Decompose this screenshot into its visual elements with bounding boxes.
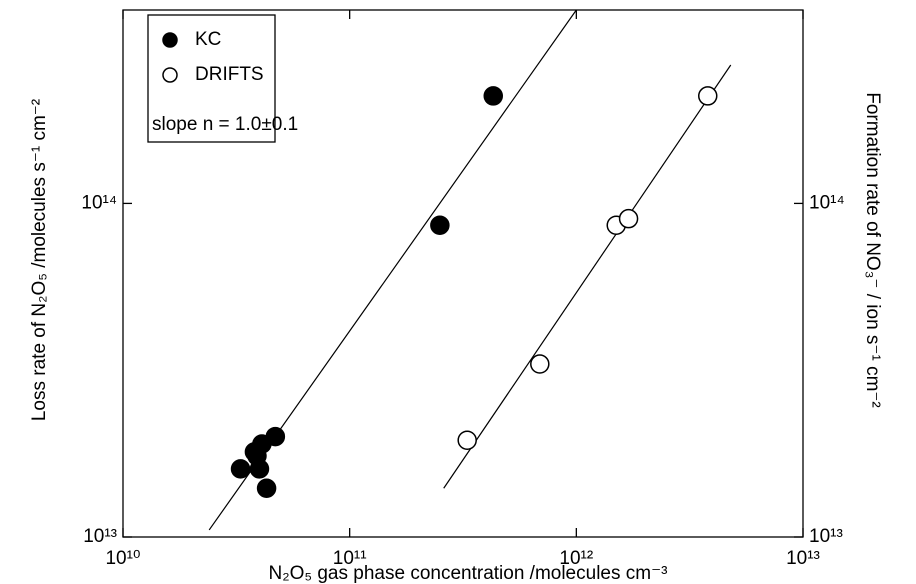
data-point (698, 86, 718, 106)
annotation: slope n = 1.0±0.1 (152, 114, 298, 135)
legend-label: DRIFTS (195, 64, 264, 85)
x-tick-label: 10¹³ (786, 548, 820, 569)
y2-tick-label: 10¹⁴ (809, 192, 845, 213)
data-point (618, 208, 639, 229)
y-tick-label: 10¹⁴ (81, 192, 117, 213)
x-tick-label: 10¹⁰ (105, 548, 140, 569)
fit-line (443, 64, 732, 489)
y2-tick-label: 10¹³ (809, 526, 843, 547)
x-tick-label: 10¹¹ (333, 548, 367, 569)
data-point (265, 426, 286, 447)
data-point (247, 446, 267, 466)
plot-frame (122, 9, 804, 538)
x-axis-label: N₂O₅ gas phase concentration /molecules … (269, 563, 668, 584)
y2-axis-label: Formation rate of NO₃⁻ / ion s⁻¹ cm⁻² (862, 92, 883, 408)
data-point (457, 430, 477, 450)
data-point (230, 459, 251, 479)
legend-box (147, 14, 276, 143)
data-point (483, 86, 504, 106)
data-point (430, 215, 450, 236)
legend-marker (162, 67, 178, 83)
x-tick-label: 10¹² (559, 548, 593, 569)
legend-label: KC (195, 29, 221, 50)
data-point (530, 354, 550, 374)
data-point (256, 478, 277, 499)
y-axis-label: Loss rate of N₂O₅ /molecules s⁻¹ cm⁻² (29, 99, 50, 421)
legend-marker (162, 32, 178, 48)
y-tick-label: 10¹³ (83, 526, 117, 547)
